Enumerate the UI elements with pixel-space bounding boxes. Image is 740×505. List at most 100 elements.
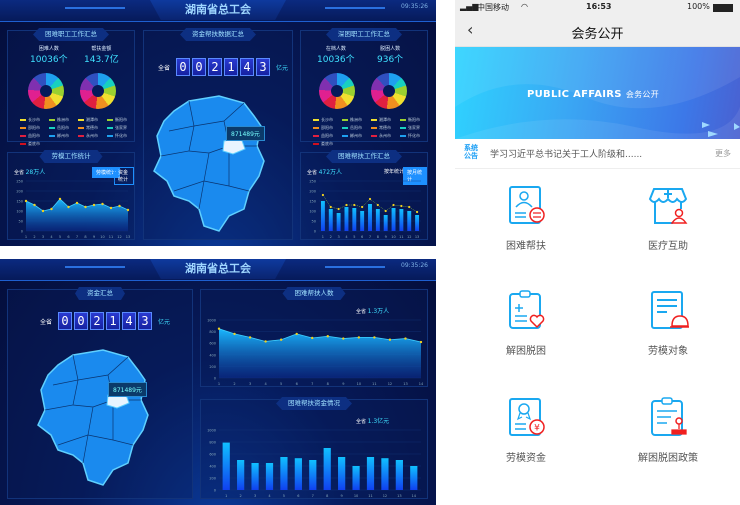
data-point	[109, 206, 113, 210]
legend-item: 邵阳市	[20, 125, 45, 131]
legend-item: 郴州市	[342, 133, 367, 139]
clipboard-heart-icon	[509, 290, 545, 329]
monthly-button[interactable]: 按月统计	[403, 167, 427, 185]
y-tick-label: 150	[16, 200, 23, 204]
fund-stats-button[interactable]: 资金统计	[114, 167, 134, 185]
data-point	[92, 203, 96, 207]
x-tick-label: 12	[117, 235, 121, 239]
legend-item: 怀化市	[107, 133, 132, 139]
x-tick-label: 5	[280, 382, 282, 386]
dashboard-header: 湖南省总工会 09:35:26	[0, 259, 436, 281]
data-point	[404, 337, 407, 340]
bar	[251, 463, 259, 490]
bar	[407, 211, 412, 231]
bar	[415, 215, 420, 231]
x-tick-label: 7	[369, 235, 371, 239]
bar	[338, 457, 346, 490]
y-tick-label: 400	[209, 353, 216, 357]
hunan-map[interactable]	[33, 345, 173, 495]
banner-text: PUBLIC AFFAIRS 会务公开	[527, 89, 660, 100]
menu-item-relief[interactable]: 解困脱困	[455, 290, 597, 357]
menu-item-model-workers[interactable]: 劳模对象	[597, 290, 739, 357]
x-tick-label: 4	[264, 382, 267, 386]
y-tick-label: 200	[309, 190, 316, 194]
x-tick-label: 10	[357, 382, 361, 386]
y-tick-label: 250	[16, 180, 23, 184]
banner[interactable]: PUBLIC AFFAIRS 会务公开	[455, 47, 740, 139]
bar	[383, 215, 388, 231]
hunan-map[interactable]	[149, 91, 289, 241]
battery-icon	[713, 4, 733, 12]
panel-title: 困难帮扶资金情况	[276, 397, 352, 410]
legend-item: 株洲市	[49, 117, 74, 123]
bar	[222, 442, 230, 490]
bar	[309, 460, 317, 490]
legend: 长沙市 株洲市 湘潭市 衡阳市 邵阳市 岳阳市 常德市 张家界 益阳市 郴州市 永州市 怀化市 娄底市	[20, 117, 132, 147]
notice-text[interactable]: 学习习近平总书记关于工人阶级和......	[490, 150, 643, 160]
y-tick-label: 0	[314, 230, 316, 234]
y-tick-label: 50	[312, 220, 316, 224]
data-point	[279, 338, 283, 341]
menu-item-hardship-aid[interactable]: 困难帮扶	[455, 185, 597, 252]
donut-chart	[28, 73, 64, 109]
menu-item-relief-policy[interactable]: 解困脱困政策	[597, 397, 739, 464]
model-stats-button[interactable]: 劳模统计	[92, 167, 121, 178]
data-point	[415, 210, 419, 214]
donut-chart	[319, 73, 355, 109]
x-tick-label: 13	[415, 235, 419, 239]
carrier: 中国移动	[477, 3, 509, 12]
legend-item: 常德市	[78, 125, 103, 131]
yearly-button[interactable]: 按年统计	[384, 169, 405, 175]
data-point	[368, 197, 372, 201]
x-tick-label: 1	[322, 235, 324, 239]
area-fill	[219, 328, 421, 378]
bar	[344, 207, 349, 231]
x-tick-label: 5	[353, 235, 355, 239]
bar	[410, 466, 418, 490]
status-time: 16:53	[586, 2, 612, 11]
data-point	[50, 207, 53, 211]
menu-item-medical-aid[interactable]: 医疗互助	[597, 185, 739, 252]
legend-item: 娄底市	[20, 141, 45, 147]
bar	[280, 457, 288, 490]
legend-item: 湘潭市	[371, 117, 396, 123]
bar	[336, 213, 341, 231]
x-tick-label: 12	[388, 382, 392, 386]
dashboard-title: 湖南省总工会	[150, 259, 286, 279]
nav-title: 会务公开	[571, 27, 624, 42]
data-point	[41, 209, 45, 213]
y-tick-label: 800	[209, 330, 216, 334]
signal-icon: ▂▄▆	[460, 2, 479, 11]
y-tick-label: 1000	[207, 319, 216, 323]
legend-item: 岳阳市	[342, 125, 367, 131]
notice-bar[interactable]: 系统公告 学习习近平总书记关于工人阶级和...... 更多	[455, 139, 740, 169]
bar	[265, 463, 274, 490]
data-point	[384, 209, 387, 213]
y-tick-label: 400	[209, 465, 216, 469]
data-point	[311, 336, 314, 340]
data-point	[321, 193, 325, 197]
more-link[interactable]: 更多	[715, 149, 731, 158]
panel-title: 深困职工工作汇总	[326, 28, 402, 41]
legend-item: 湘潭市	[78, 117, 103, 123]
x-tick-label: 9	[93, 235, 95, 239]
stat-poor-count: 困难人数 10036个	[30, 46, 68, 65]
menu-item-model-funds[interactable]: ¥ 劳模资金	[455, 397, 597, 464]
data-point	[419, 340, 423, 344]
legend-item: 张家界	[107, 125, 132, 131]
back-button[interactable]: ‹	[467, 20, 474, 39]
data-point	[248, 336, 252, 339]
bar	[395, 460, 403, 490]
legend-item: 益阳市	[313, 133, 338, 139]
y-tick-label: 100	[16, 210, 23, 214]
legend-item: 怀化市	[400, 133, 425, 139]
data-point	[388, 338, 392, 341]
x-tick-label: 3	[254, 494, 256, 498]
aid-fund-panel: 困难帮扶资金情况 全省 1.3亿元 0 200 400 600 800 1000 1 2 3 4 5…	[200, 397, 428, 499]
y-tick-label: 200	[16, 190, 23, 194]
bar	[368, 204, 372, 231]
